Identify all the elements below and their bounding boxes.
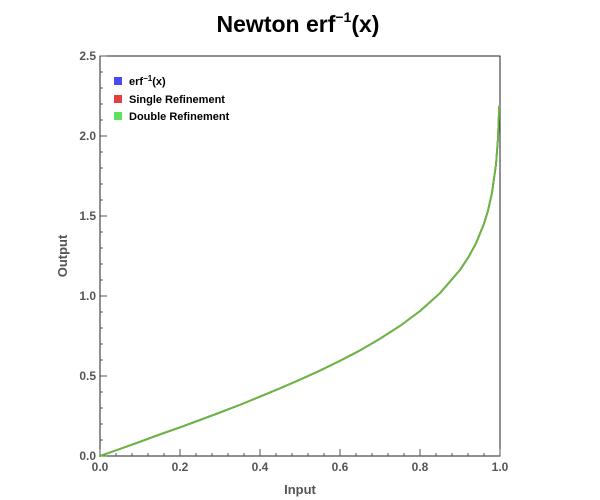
series-layer (99, 105, 501, 457)
x-tick-label: 0.6 (332, 460, 349, 474)
y-tick-label: 2.0 (79, 129, 96, 143)
x-tick-label: 0.4 (252, 460, 269, 474)
y-axis-label: Output (55, 234, 70, 277)
chart-title: Newton erf−1(x) (217, 9, 380, 37)
legend-label-double-refinement: Double Refinement (129, 111, 230, 123)
x-tick-label: 1.0 (492, 460, 509, 474)
x-axis-label: Input (284, 482, 316, 497)
x-tick-label: 0.8 (412, 460, 429, 474)
x-tick-label: 0.0 (92, 460, 109, 474)
y-tick-label: 0.0 (79, 449, 96, 463)
y-tick-label: 1.0 (79, 289, 96, 303)
plot-area (99, 55, 501, 457)
legend-item-double-refinement: Double Refinement (114, 111, 230, 123)
legend-swatch-double-refinement (114, 112, 122, 120)
x-tick-label: 0.2 (172, 460, 189, 474)
y-axis-ticks: 0.0 0.5 1.0 1.5 2.0 2.5 (79, 49, 107, 463)
legend-label-single-refinement: Single Refinement (129, 94, 225, 106)
legend-swatch-single-refinement (114, 95, 122, 103)
legend-swatch-erfinv (114, 77, 122, 85)
legend: erf−1(x) Single Refinement Double Refine… (114, 74, 230, 123)
legend-item-erfinv: erf−1(x) (114, 74, 166, 88)
y-tick-label: 0.5 (79, 369, 96, 383)
y-tick-label: 1.5 (79, 209, 96, 223)
series-line-double-refinement (99, 105, 501, 457)
legend-item-single-refinement: Single Refinement (114, 94, 225, 106)
legend-label-erfinv: erf−1(x) (129, 74, 166, 88)
x-axis-ticks: 0.0 0.2 0.4 0.6 0.8 1.0 (92, 449, 509, 474)
y-tick-label: 2.5 (79, 49, 96, 63)
